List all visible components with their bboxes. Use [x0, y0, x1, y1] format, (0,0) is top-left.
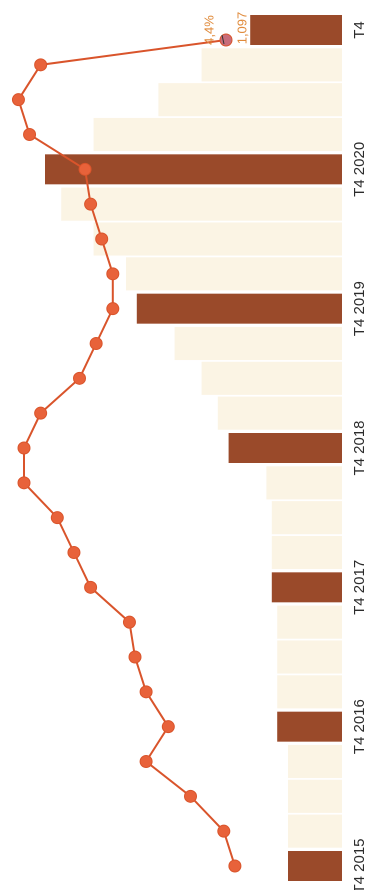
bar [93, 222, 342, 256]
line-series [11, 33, 242, 873]
line-point [23, 128, 37, 141]
line-point [139, 685, 153, 699]
tick-label: T4 2016 [351, 699, 368, 754]
line-point [89, 337, 103, 350]
line-point [34, 58, 48, 72]
bar [61, 187, 342, 221]
line-point [228, 859, 242, 873]
line-point [106, 302, 120, 316]
line-point [217, 824, 231, 838]
bar-highlight [45, 154, 342, 185]
bar [93, 117, 342, 152]
tick-label: T4 2019 [351, 281, 368, 336]
bar [288, 814, 342, 848]
tick-label: T4 2018 [351, 420, 368, 475]
bar [277, 605, 342, 639]
line-point [219, 33, 233, 47]
bar [201, 48, 342, 82]
annotations: 4,4% 1,097 [201, 12, 249, 45]
bar [201, 361, 342, 395]
bar [217, 396, 342, 430]
tick-label: T4 2015 [351, 838, 368, 890]
tick-label: T4 2017 [351, 560, 368, 615]
line-point [122, 615, 136, 629]
line-point [161, 720, 175, 734]
bar [158, 83, 342, 117]
line-point [95, 232, 109, 246]
line-point [78, 162, 92, 176]
bar-highlight [250, 15, 342, 45]
tick-label: T4 [351, 21, 368, 39]
bar [277, 675, 342, 709]
bar-last-label: 1,097 [234, 12, 249, 45]
line-point [139, 755, 153, 768]
tick-label: T4 2020 [351, 142, 368, 197]
bar-series [45, 15, 342, 881]
line-point [50, 511, 64, 525]
line-point [128, 650, 142, 664]
bar-highlight [136, 293, 342, 324]
line-last-label: 4,4% [201, 15, 216, 45]
bar [288, 744, 342, 779]
bar [277, 640, 342, 674]
bar-highlight [271, 572, 342, 603]
line-point [67, 546, 81, 559]
bar [271, 501, 342, 535]
line-point [84, 580, 98, 594]
line-point [17, 476, 31, 490]
line-point [17, 441, 31, 455]
line-point [184, 789, 197, 803]
line-point [73, 371, 86, 385]
line-point [106, 267, 120, 281]
bar [126, 257, 342, 291]
bar [266, 466, 342, 500]
bar [174, 326, 342, 361]
bar [271, 535, 342, 570]
bar-highlight [277, 711, 342, 742]
x-axis-ticks: T4 2015 T4 2016 T4 2017 T4 2018 T4 2019 T4 20… [351, 21, 368, 890]
line-point [11, 93, 25, 107]
bar-highlight [228, 433, 342, 463]
line-point [84, 197, 98, 211]
annotation-leader [221, 34, 225, 45]
line-point [34, 406, 48, 420]
bar [288, 779, 342, 813]
bar-highlight [288, 851, 342, 881]
